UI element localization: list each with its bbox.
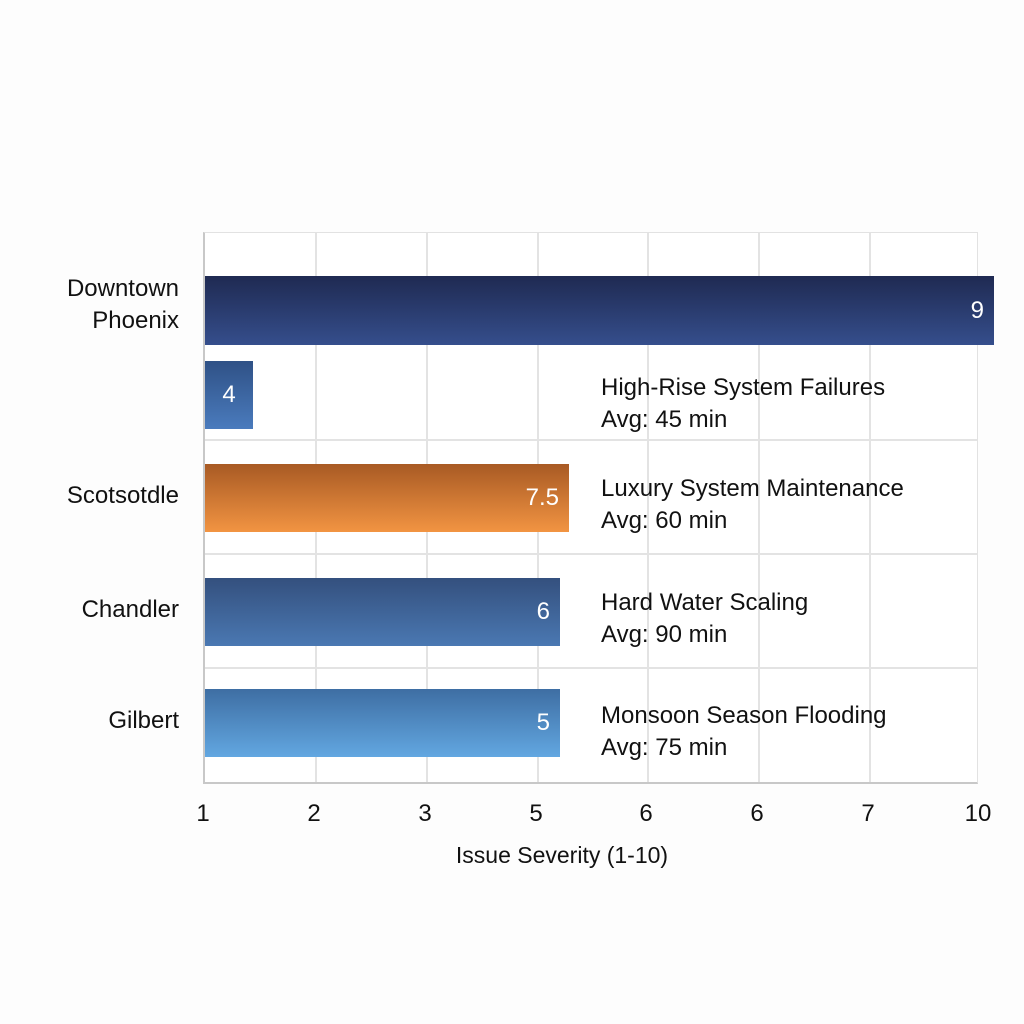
- bar-value-label: 6: [536, 598, 550, 625]
- x-tick-label: 5: [529, 800, 543, 827]
- y-category-label: Scotsotdle: [66, 482, 179, 509]
- bar-value-label: 5: [536, 709, 550, 736]
- gridline: [205, 553, 977, 555]
- bar-gilbert[interactable]: 5: [205, 689, 560, 757]
- plot-area: 9 4 7.5 6 5: [203, 232, 994, 784]
- x-tick-label: 6: [639, 800, 653, 827]
- gridline: [205, 439, 977, 441]
- annotation: High-Rise System Failures Avg: 45 min: [601, 372, 885, 436]
- x-axis-title: Issue Severity (1-10): [455, 842, 669, 868]
- x-tick-label: 3: [418, 800, 432, 827]
- annotation: Luxury System Maintenance Avg: 60 min: [601, 473, 904, 537]
- annotation-title: High-Rise System Failures: [601, 374, 886, 401]
- x-tick-label: 2: [307, 800, 321, 827]
- y-category-label: Gilbert: [108, 707, 179, 734]
- bar-value-label: 7.5: [525, 484, 559, 511]
- y-category-label: Chandler: [81, 596, 179, 623]
- bar-chandler[interactable]: 6: [205, 578, 560, 646]
- y-category-label: Downtown Phoenix: [67, 273, 179, 337]
- label-line: Phoenix: [92, 307, 179, 334]
- annotation-detail: Avg: 60 min: [601, 507, 728, 534]
- annotation: Hard Water Scaling Avg: 90 min: [601, 587, 808, 651]
- annotation-detail: Avg: 45 min: [601, 406, 728, 433]
- annotation-detail: Avg: 75 min: [601, 734, 728, 761]
- gridline: [758, 233, 760, 782]
- x-tick-label: 10: [964, 800, 992, 827]
- gridline: [205, 667, 977, 669]
- bar-unlabeled[interactable]: 4: [205, 361, 253, 429]
- bar-value-label: 9: [970, 296, 984, 324]
- annotation-title: Luxury System Maintenance: [601, 475, 904, 502]
- bar-scotsotdle[interactable]: 7.5: [205, 464, 569, 532]
- x-tick-label: 6: [750, 800, 764, 827]
- gridline: [869, 233, 871, 782]
- annotation-title: Monsoon Season Flooding: [601, 702, 887, 729]
- label-line: Downtown: [66, 275, 179, 302]
- gridline: [647, 233, 649, 782]
- bar-downtown-phoenix[interactable]: 9: [205, 276, 994, 345]
- x-tick-label: 1: [196, 800, 210, 827]
- x-tick-label: 7: [861, 800, 875, 827]
- annotation: Monsoon Season Flooding Avg: 75 min: [601, 700, 887, 764]
- annotation-detail: Avg: 90 min: [601, 621, 728, 648]
- bar-value-label: 4: [222, 381, 236, 408]
- annotation-title: Hard Water Scaling: [601, 589, 809, 616]
